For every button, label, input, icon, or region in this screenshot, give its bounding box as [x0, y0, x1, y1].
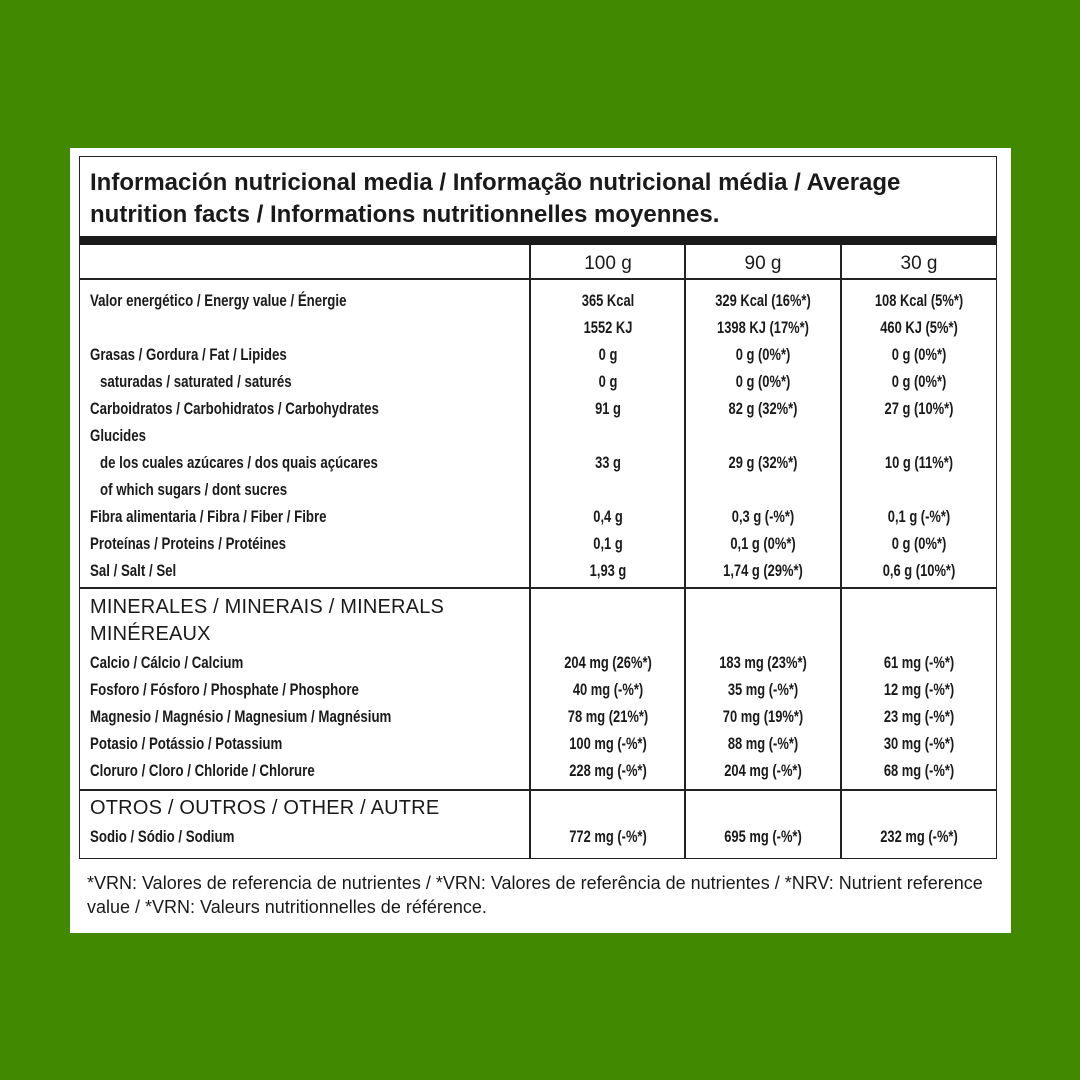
nutrient-value: 0 g	[598, 345, 618, 364]
nutrient-label: Valor energético / Energy value / Énergi…	[90, 291, 347, 310]
nutrient-value: 0,3 g (-%*)	[731, 507, 795, 526]
nutrient-value: 460 KJ (5%*)	[880, 318, 958, 337]
nutrient-value: 0 g (0%*)	[891, 372, 947, 391]
nutrient-value: 204 mg (-%*)	[724, 761, 802, 780]
nutrient-value: 0 g (0%*)	[735, 372, 791, 391]
nutrient-value: 82 g (32%*)	[728, 399, 798, 418]
nutrient-label: Magnesio / Magnésio / Magnesium / Magnés…	[90, 707, 392, 726]
nutrient-label: de los cuales azúcares / dos quais açúca…	[100, 453, 378, 472]
nutrient-value: 108 Kcal (5%*)	[874, 291, 964, 310]
nutrient-label: Cloruro / Cloro / Chloride / Chlorure	[90, 761, 315, 780]
title-divider	[80, 236, 996, 245]
nutrient-label: Proteínas / Proteins / Protéines	[90, 534, 287, 553]
nutrient-label: Calcio / Cálcio / Calcium	[90, 653, 244, 672]
table-row: Fosforo / Fósforo / Phosphate / Phosphor…	[80, 676, 996, 703]
table-row: Glucides	[80, 422, 996, 449]
nutrient-value: 10 g (11%*)	[884, 453, 954, 472]
nutrient-value: 35 mg (-%*)	[727, 680, 799, 699]
column-divider	[529, 245, 531, 858]
other-heading: OTROS / OUTROS / OTHER / AUTRE	[90, 797, 440, 819]
nutrient-label: Sal / Salt / Sel	[90, 561, 177, 580]
table-row: Grasas / Gordura / Fat / Lipides 0 g 0 g (…	[80, 341, 996, 368]
nutrient-value: 27 g (10%*)	[884, 399, 954, 418]
nutrient-label: Glucides	[90, 426, 147, 445]
table-row: Potasio / Potássio / Potassium 100 mg (-%…	[80, 730, 996, 757]
nutrient-value: 0 g (0%*)	[891, 534, 947, 553]
table-row: Magnesio / Magnésio / Magnesium / Magnés…	[80, 703, 996, 730]
nutrient-label: Fibra alimentaria / Fibra / Fiber / Fibr…	[90, 507, 327, 526]
nutrient-value: 33 g	[595, 453, 621, 472]
table-row: Proteínas / Proteins / Protéines 0,1 g 0,1…	[80, 530, 996, 557]
nutrient-value: 0 g (0%*)	[735, 345, 791, 364]
table-row: Cloruro / Cloro / Chloride / Chlorure 228…	[80, 757, 996, 784]
nutrient-value: 228 mg (-%*)	[569, 761, 647, 780]
nutrient-value: 0,1 g (0%*)	[730, 534, 796, 553]
nutrition-table: Información nutricional media / Informaç…	[79, 156, 997, 859]
column-header-100g: 100 g	[584, 253, 632, 274]
table-row: 1552 KJ 1398 KJ (17%*) 460 KJ (5%*)	[80, 314, 996, 341]
table-row: of which sugars / dont sucres	[80, 476, 996, 503]
row-divider	[80, 789, 996, 791]
column-divider	[840, 245, 842, 858]
nutrient-value: 1,74 g (29%*)	[723, 561, 803, 580]
column-divider	[684, 245, 686, 858]
table-row: de los cuales azúcares / dos quais açúca…	[80, 449, 996, 476]
table-row: Sodio / Sódio / Sodium 772 mg (-%*) 695 mg…	[80, 823, 996, 850]
nutrient-label: Grasas / Gordura / Fat / Lipides	[90, 345, 287, 364]
nutrient-value: 78 mg (21%*)	[567, 707, 649, 726]
nutrient-value: 232 mg (-%*)	[880, 827, 958, 846]
column-header-30g: 30 g	[900, 253, 938, 274]
table-title: Información nutricional media / Informaç…	[90, 169, 901, 228]
table-row: Carboidratos / Carbohidratos / Carbohydr…	[80, 395, 996, 422]
nutrient-value: 23 mg (-%*)	[883, 707, 955, 726]
nutrient-value: 0,4 g	[593, 507, 623, 526]
nutrient-label: Carboidratos / Carbohidratos / Carbohydr…	[90, 399, 379, 418]
table-row: Calcio / Cálcio / Calcium 204 mg (26%*) 18…	[80, 649, 996, 676]
nutrient-value: 0,6 g (10%*)	[882, 561, 956, 580]
table-row: Fibra alimentaria / Fibra / Fiber / Fibr…	[80, 503, 996, 530]
nutrient-value: 100 mg (-%*)	[569, 734, 647, 753]
nutrient-value: 0,1 g (-%*)	[887, 507, 951, 526]
nutrient-value: 68 mg (-%*)	[883, 761, 955, 780]
footnote: *VRN: Valores de referencia de nutriente…	[87, 873, 983, 917]
table-row: Sal / Salt / Sel 1,93 g 1,74 g (29%*) 0,6 g…	[80, 557, 996, 584]
table-row: saturadas / saturated / saturés 0 g 0 g (0…	[80, 368, 996, 395]
column-header-90g: 90 g	[744, 253, 782, 274]
nutrient-value: 1,93 g	[589, 561, 627, 580]
nutrient-value: 365 Kcal	[581, 291, 635, 310]
nutrient-value: 1552 KJ	[583, 318, 633, 337]
nutrient-value: 70 mg (19%*)	[722, 707, 804, 726]
nutrient-value: 0,1 g	[593, 534, 623, 553]
nutrient-value: 88 mg (-%*)	[727, 734, 799, 753]
minerals-heading-cont: MINÉREAUX	[90, 623, 211, 645]
nutrient-value: 29 g (32%*)	[728, 453, 798, 472]
nutrient-value: 695 mg (-%*)	[724, 827, 802, 846]
nutrient-value: 772 mg (-%*)	[569, 827, 647, 846]
nutrient-value: 0 g	[598, 372, 618, 391]
nutrient-value: 40 mg (-%*)	[572, 680, 644, 699]
nutrient-value: 1398 KJ (17%*)	[717, 318, 809, 337]
nutrient-value: 0 g (0%*)	[891, 345, 947, 364]
table-row: Valor energético / Energy value / Énergi…	[80, 287, 996, 314]
row-divider	[80, 278, 996, 280]
nutrient-label: Sodio / Sódio / Sodium	[90, 827, 235, 846]
nutrient-label: Fosforo / Fósforo / Phosphate / Phosphor…	[90, 680, 359, 699]
nutrient-label: Potasio / Potássio / Potassium	[90, 734, 283, 753]
nutrient-value: 30 mg (-%*)	[883, 734, 955, 753]
nutrient-label: of which sugars / dont sucres	[100, 480, 288, 499]
nutrient-value: 91 g	[595, 399, 621, 418]
nutrient-label: saturadas / saturated / saturés	[100, 372, 292, 391]
minerals-heading: MINERALES / MINERAIS / MINERALS	[90, 596, 445, 618]
row-divider	[80, 587, 996, 589]
nutrient-value: 12 mg (-%*)	[883, 680, 955, 699]
nutrient-value: 183 mg (23%*)	[719, 653, 807, 672]
nutrient-value: 204 mg (26%*)	[564, 653, 652, 672]
nutrient-value: 329 Kcal (16%*)	[715, 291, 811, 310]
nutrient-value: 61 mg (-%*)	[883, 653, 955, 672]
